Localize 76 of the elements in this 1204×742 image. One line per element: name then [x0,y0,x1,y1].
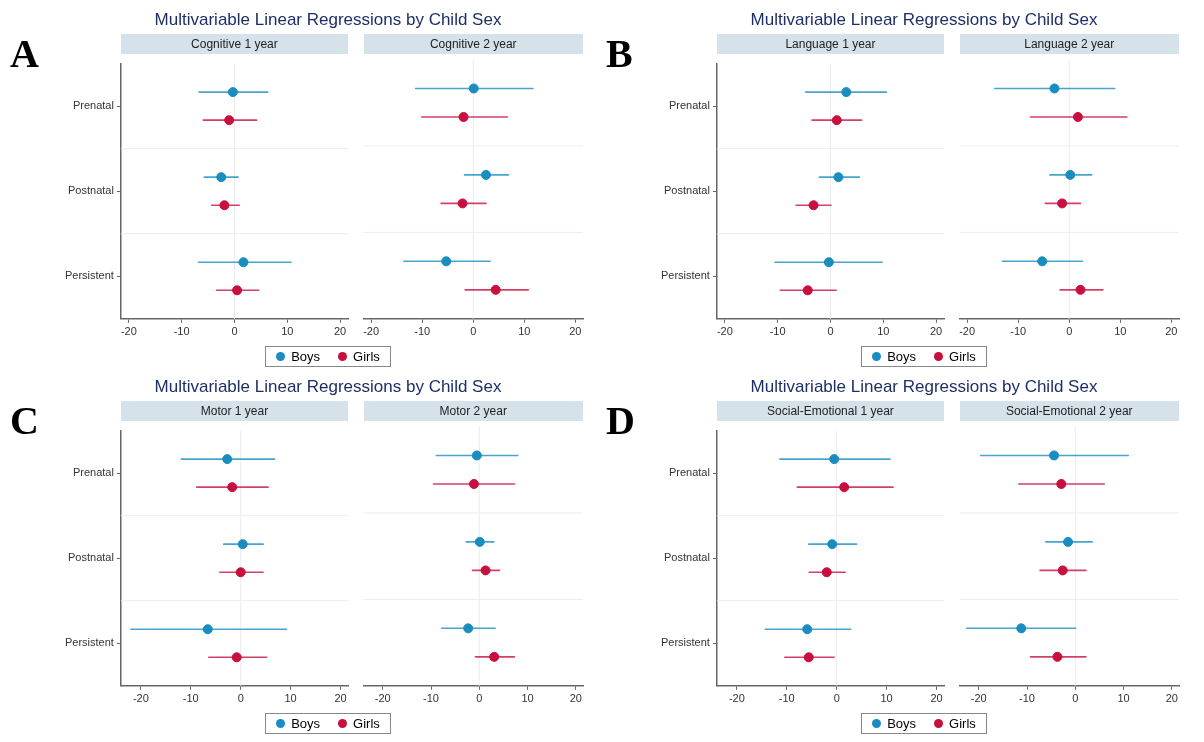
x-tick-label: 0 [1066,325,1073,338]
text: D [606,397,635,444]
x-tick-label: 20 [929,325,943,338]
legend-label: Boys [887,716,917,731]
y-tick-label: Prenatal [668,466,710,479]
text: B [606,30,633,77]
y-tick-label: Persistent [64,269,114,282]
x-tick-label: 20 [1165,692,1178,705]
legend-label: Girls [353,716,380,731]
x-tick-label: -10 [414,325,431,338]
chart-subtitle: Motor 2 year [363,401,583,421]
y-tick-label: Prenatal [72,99,114,112]
x-tick-label: 20 [334,692,347,705]
x-tick-label: -10 [1019,692,1035,705]
x-tick-label: 10 [521,692,534,705]
x-tick-label: 0 [470,325,477,338]
legend-label: Boys [291,349,321,364]
x-tick-label: -10 [1010,325,1027,338]
y-tick-label: Persistent [64,636,114,649]
x-tick-label: -10 [769,325,786,338]
y-tick-label: Postnatal [68,184,114,197]
x-tick-label: 0 [827,325,834,338]
chart-title: Multivariable Linear Regressions by Child Sex [749,9,1099,31]
x-tick-label: 10 [284,692,297,705]
x-tick-label: 0 [1072,692,1079,705]
y-tick-label: Prenatal [72,466,114,479]
x-tick-label: 10 [1117,692,1130,705]
y-tick-label: Postnatal [664,551,710,564]
x-tick-label: -20 [716,325,733,338]
x-tick-label: 0 [231,325,238,338]
legend-label: Girls [949,349,976,364]
x-tick-label: -20 [728,692,745,705]
x-tick-label: 20 [333,325,347,338]
chart-subtitle: Language 1 year [716,34,944,54]
x-tick-label: 10 [281,325,294,338]
x-tick-label: 20 [569,325,582,338]
x-tick-label: 20 [569,692,582,705]
x-tick-label: 20 [930,692,943,705]
chart-subtitle: Social-Emotional 2 year [959,401,1179,421]
chart-title: Multivariable Linear Regressions by Child Sex [153,9,503,31]
chart-subtitle: Motor 1 year [120,401,348,421]
x-tick-label: 10 [518,325,531,338]
x-tick-label: -10 [182,692,199,705]
x-tick-label: 10 [1114,325,1127,338]
x-tick-label: -10 [173,325,190,338]
y-tick-label: Postnatal [664,184,710,197]
x-tick-label: 0 [476,692,483,705]
y-tick-label: Postnatal [68,551,114,564]
x-tick-label: 10 [880,692,893,705]
chart-subtitle: Cognitive 2 year [363,34,583,54]
legend-label: Boys [887,349,917,364]
x-tick-label: -20 [970,692,987,705]
y-tick-label: Persistent [660,269,710,282]
x-tick-label: 20 [1165,325,1178,338]
x-tick-label: 10 [877,325,890,338]
chart-subtitle: Cognitive 1 year [120,34,348,54]
x-tick-label: -10 [423,692,439,705]
y-tick-label: Persistent [660,636,710,649]
x-tick-label: 0 [237,692,244,705]
x-tick-label: -20 [120,325,137,338]
x-tick-label: 0 [833,692,840,705]
x-tick-label: -20 [363,325,380,338]
x-tick-label: -20 [959,325,976,338]
x-tick-label: -10 [778,692,795,705]
legend-label: Boys [291,716,321,731]
text: A [10,30,39,77]
x-tick-label: -20 [374,692,391,705]
chart-subtitle: Language 2 year [959,34,1179,54]
y-tick-label: Prenatal [668,99,710,112]
text: C [10,397,39,444]
chart-title: Multivariable Linear Regressions by Child Sex [153,376,503,398]
legend-label: Girls [353,349,380,364]
legend-label: Girls [949,716,976,731]
x-tick-label: -20 [132,692,149,705]
chart-subtitle: Social-Emotional 1 year [716,401,944,421]
chart-title: Multivariable Linear Regressions by Child Sex [749,376,1099,398]
